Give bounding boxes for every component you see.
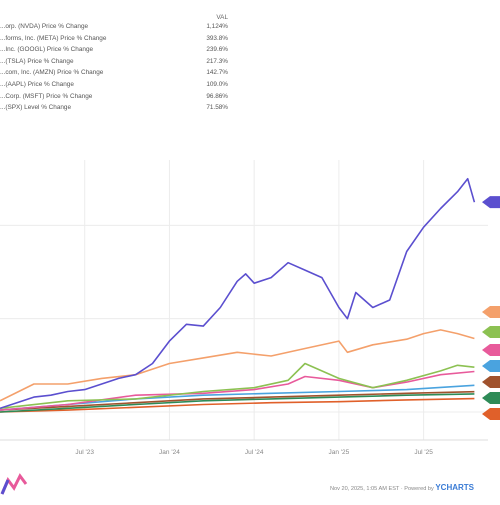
legend-row: ...orp. (NVDA) Price % Change 1,124% [0, 21, 240, 33]
series-end-marker [482, 196, 500, 209]
legend-value: 142.7% [206, 69, 228, 77]
legend-label: ...(AAPL) Price % Change [0, 80, 74, 88]
legend-label: ...Inc. (GOOGL) Price % Change [0, 46, 94, 54]
series-line [0, 390, 475, 411]
series-end-marker [482, 408, 500, 420]
series-end-marker [482, 306, 500, 318]
x-tick-label: Jul '24 [245, 449, 264, 456]
chart-footer: Nov 20, 2025, 1:05 AM EST · Powered by Y… [330, 483, 475, 492]
legend-value: 109.0% [206, 80, 228, 88]
legend-value: 217.3% [206, 57, 228, 65]
series-line [0, 397, 475, 413]
legend-label: ...(TSLA) Price % Change [0, 57, 74, 65]
series-line [0, 362, 475, 410]
x-tick-label: Jan '25 [329, 449, 350, 456]
legend-row: ...Inc. (GOOGL) Price % Change 239.6% [0, 44, 240, 56]
legend-label: ...forms, Inc. (META) Price % Change [0, 34, 107, 42]
series-line [0, 177, 476, 410]
series-line [0, 329, 475, 402]
legend-value: 393.8% [206, 34, 228, 42]
footer-brand: YCHARTS [435, 483, 475, 492]
legend-label: ...orp. (NVDA) Price % Change [0, 23, 89, 30]
series-end-marker [482, 392, 500, 404]
legend-row: ...(SPX) Level % Change 71.58% [0, 102, 240, 114]
series-end-marker [482, 360, 500, 372]
legend-value: 239.6% [206, 46, 228, 54]
series-end-marker [482, 376, 500, 388]
legend-row: ...com, Inc. (AMZN) Price % Change 142.7% [0, 67, 240, 79]
footer-date: Nov 20, 2025, 1:05 AM EST [330, 486, 400, 492]
x-tick-label: Jan '24 [159, 449, 180, 456]
legend-label: ...com, Inc. (AMZN) Price % Change [0, 69, 104, 77]
legend-label: ...Corp. (MSFT) Price % Change [0, 92, 93, 100]
legend-row: ...(TSLA) Price % Change 217.3% [0, 56, 240, 68]
series-end-marker [482, 344, 500, 356]
legend-value: 96.86% [206, 92, 228, 100]
ycharts-logo-icon [0, 473, 28, 495]
legend-row: ...forms, Inc. (META) Price % Change 393.… [0, 33, 240, 45]
x-tick-label: Jul '25 [414, 449, 433, 456]
legend-label: ...(SPX) Level % Change [0, 104, 72, 112]
legend-row: ...Corp. (MSFT) Price % Change 96.86% [0, 91, 240, 103]
legend-value: 1,124% [206, 23, 228, 30]
x-tick-label: Jul '23 [75, 449, 94, 456]
legend-row: ...(AAPL) Price % Change 109.0% [0, 79, 240, 91]
series-end-marker [482, 326, 500, 338]
series-line [0, 393, 475, 413]
footer-powered: Powered by [404, 486, 434, 492]
legend-header: VAL [216, 14, 228, 21]
legend-value: 71.58% [206, 104, 228, 112]
legend: VAL ...orp. (NVDA) Price % Change 1,124%.… [0, 12, 240, 114]
series-line [0, 370, 475, 411]
